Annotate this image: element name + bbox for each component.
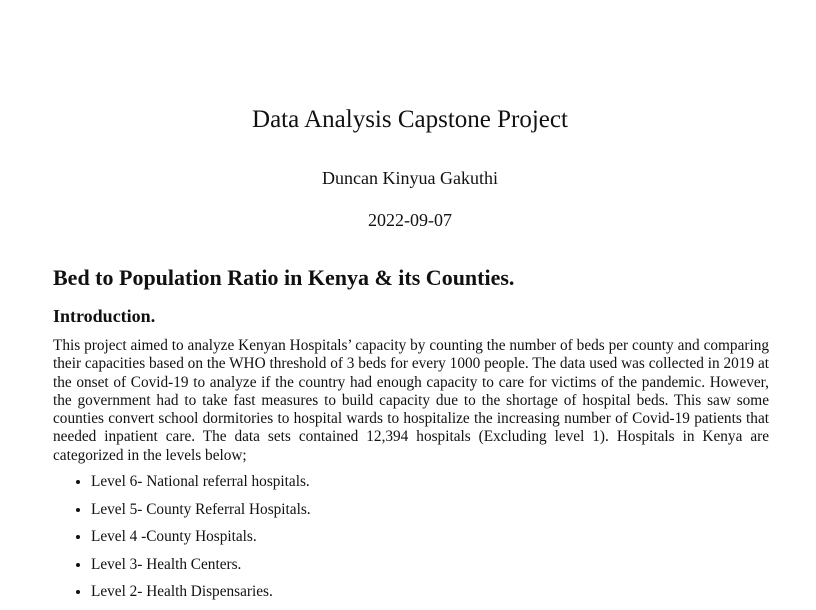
paragraph: This project aimed to analyze Kenyan Hos… (53, 337, 769, 464)
list-item: Level 6- National referral hospitals. (91, 472, 311, 500)
author: Duncan Kinyua Gakuthi (322, 168, 498, 188)
doc-title: Data Analysis Capstone Project (252, 106, 568, 133)
section-heading: Bed to Population Ratio in Kenya & its C… (53, 265, 515, 290)
subsection-heading: Introduction. (53, 306, 156, 326)
list-item: Level 4 -County Hospitals. (91, 527, 311, 555)
list-item: Level 5- County Referral Hospitals. (91, 500, 311, 528)
list-item: Level 2- Health Dispensaries. (91, 582, 311, 610)
page: Data Analysis Capstone Project Duncan Ki… (0, 0, 816, 590)
list-item: Level 3- Health Centers. (91, 555, 311, 583)
date: 2022-09-07 (368, 210, 452, 230)
level-list: Level 6- National referral hospitals.Lev… (53, 472, 311, 610)
